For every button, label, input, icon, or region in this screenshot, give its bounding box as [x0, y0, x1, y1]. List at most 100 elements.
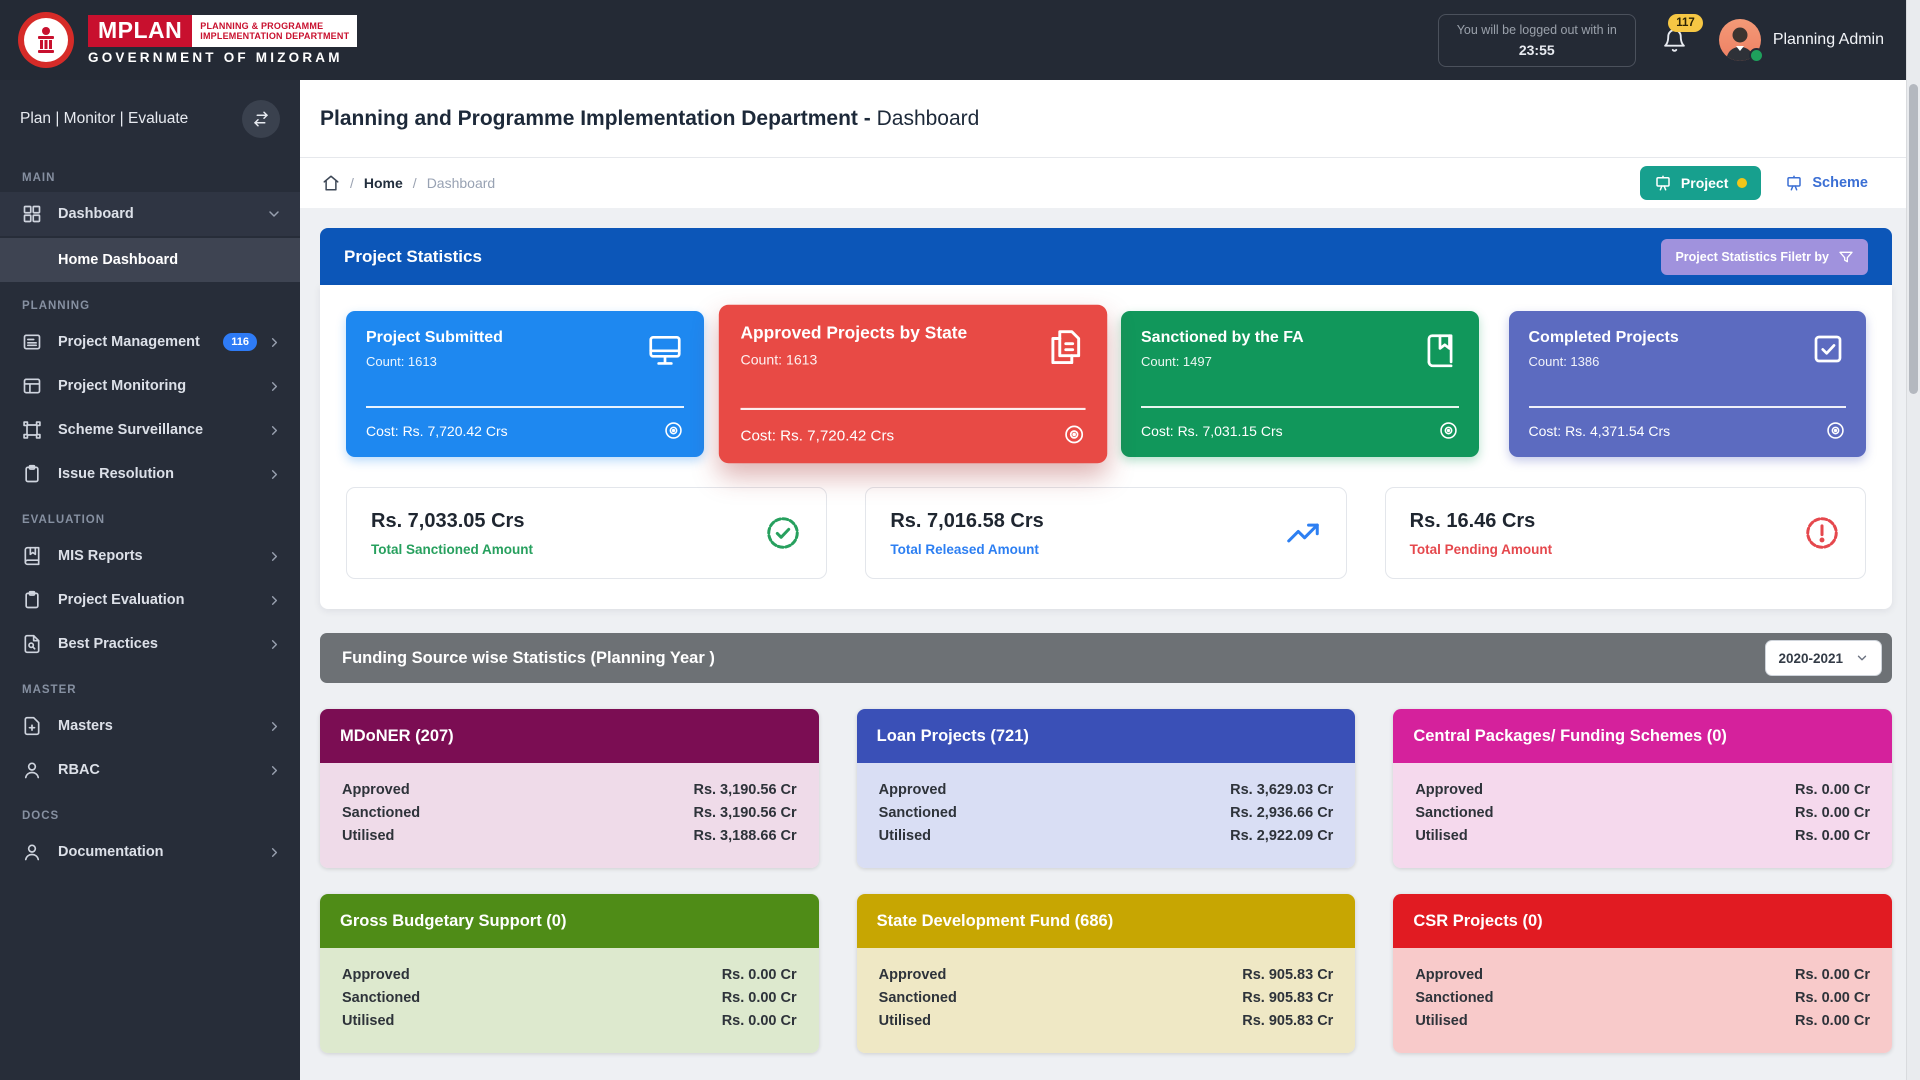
session-timeout-notice: You will be logged out with in 23:55	[1437, 13, 1636, 67]
user-menu[interactable]: Planning Admin	[1718, 19, 1884, 63]
scheme-toggle-button[interactable]: Scheme	[1775, 166, 1878, 200]
sidebar-item-home-dashboard[interactable]: Home Dashboard	[0, 238, 300, 282]
sidebar-item-best-practices[interactable]: Best Practices	[0, 622, 300, 666]
planning-year-select[interactable]: 2020-2021	[1765, 640, 1882, 676]
funding-row-value: Rs. 905.83 Cr	[1242, 1013, 1334, 1029]
funding-row-label: Approved	[878, 782, 947, 798]
sidebar-item-project-evaluation[interactable]: Project Evaluation	[0, 578, 300, 622]
funding-row-value: Rs. 2,922.09 Cr	[1230, 828, 1334, 844]
file-plus-icon	[22, 716, 42, 736]
scheme-toggle-label: Scheme	[1812, 175, 1868, 191]
stat-card-count: Count: 1497	[1141, 354, 1212, 369]
sidebar-item-issue-resolution[interactable]: Issue Resolution	[0, 452, 300, 496]
funding-card-state-development-fund[interactable]: State Development Fund (686) Approved Rs.…	[856, 894, 1356, 1053]
funding-row-label: Approved	[1415, 967, 1483, 983]
funding-row-value: Rs. 0.00 Cr	[721, 967, 797, 983]
sidebar-item-label: Project Monitoring	[58, 378, 187, 394]
sidebar-item-rbac[interactable]: RBAC	[0, 748, 300, 792]
notifications-button[interactable]: 117	[1662, 13, 1703, 53]
sidebar-item-label: Documentation	[58, 844, 164, 860]
funding-card-central-packages[interactable]: Central Packages/ Funding Schemes (0) Ap…	[1393, 709, 1892, 868]
chevron-right-icon	[267, 335, 282, 350]
funding-card-gross-budgetary-support[interactable]: Gross Budgetary Support (0) Approved Rs. …	[320, 894, 819, 1053]
stat-card-completed-projects[interactable]: Completed Projects Count: 1386 Cost: Rs.…	[1508, 311, 1866, 457]
chevron-right-icon	[267, 845, 282, 860]
sidebar-item-dashboard[interactable]: Dashboard	[0, 192, 300, 236]
total-label: Total Sanctioned Amount	[371, 541, 533, 557]
funding-row-label: Utilised	[878, 828, 932, 844]
planning-year-value: 2020-2021	[1778, 650, 1843, 666]
stat-card-title: Approved Projects by State	[740, 324, 967, 343]
view-details-eye-icon[interactable]	[1438, 420, 1459, 441]
object-group-icon	[22, 420, 42, 440]
chevron-right-icon	[267, 637, 282, 652]
sidebar-section-planning: PLANNING	[22, 300, 91, 312]
funding-card-csr-projects[interactable]: CSR Projects (0) Approved Rs. 0.00 Cr San…	[1393, 894, 1892, 1053]
page-title: Planning and Programme Implementation De…	[320, 107, 979, 131]
stat-card-title: Sanctioned by the FA	[1141, 329, 1304, 346]
stat-card-cost: Cost: Rs. 7,720.42 Crs	[366, 422, 508, 439]
funding-row-label: Approved	[1415, 782, 1483, 798]
total-pending-card: Rs. 16.46 Crs Total Pending Amount	[1384, 487, 1866, 579]
funding-card-title: Central Packages/ Funding Schemes (0)	[1393, 709, 1892, 763]
funding-row-value: Rs. 3,190.56 Cr	[693, 782, 797, 798]
total-amount: Rs. 7,033.05 Crs	[371, 509, 525, 532]
sidebar-item-project-monitoring[interactable]: Project Monitoring	[0, 364, 300, 408]
chevron-right-icon	[267, 467, 282, 482]
checkbox-icon	[1810, 331, 1846, 367]
chevron-right-icon	[267, 719, 282, 734]
project-statistics-header: Project Statistics Project Statistics Fi…	[320, 228, 1892, 285]
sidebar-item-mis-reports[interactable]: MIS Reports	[0, 534, 300, 578]
project-toggle-label: Project	[1680, 175, 1729, 191]
stat-card-sanctioned-by-fa[interactable]: Sanctioned by the FA Count: 1497 Cost: R…	[1121, 311, 1479, 457]
project-toggle-button[interactable]: Project	[1639, 166, 1762, 200]
chevron-down-icon	[1855, 651, 1869, 665]
page-scrollbar[interactable]	[1906, 0, 1920, 1080]
funding-card-mdoner[interactable]: MDoNER (207) Approved Rs. 3,190.56 Cr San…	[320, 709, 819, 868]
chevron-down-icon	[266, 206, 282, 222]
dept-line1: PLANNING & PROGRAMME	[200, 20, 324, 31]
breadcrumb-home-link[interactable]: Home	[363, 175, 403, 191]
sidebar-item-scheme-surveillance[interactable]: Scheme Surveillance	[0, 408, 300, 452]
documents-icon	[1043, 326, 1084, 367]
funding-card-title: MDoNER (207)	[320, 709, 819, 763]
stat-card-project-submitted[interactable]: Project Submitted Count: 1613 Cost: Rs. …	[346, 311, 704, 457]
sidebar-item-documentation[interactable]: Documentation	[0, 830, 300, 874]
home-icon[interactable]	[322, 174, 340, 192]
funding-row-value: Rs. 0.00 Cr	[1795, 990, 1870, 1006]
page-title-regular: Dashboard	[876, 106, 980, 130]
sidebar-item-project-management[interactable]: Project Management 116	[0, 320, 300, 364]
badge-check-icon	[764, 514, 802, 552]
view-details-eye-icon[interactable]	[663, 420, 684, 441]
department-logo-text: PLANNING & PROGRAMME IMPLEMENTATION DEPA…	[192, 15, 358, 47]
project-scheme-toggle: Project Scheme	[1639, 166, 1878, 200]
funding-row-value: Rs. 0.00 Cr	[1795, 1013, 1870, 1029]
project-statistics-filter-button[interactable]: Project Statistics Filetr by	[1661, 238, 1868, 275]
national-emblem-logo	[18, 12, 74, 68]
scrollbar-thumb[interactable]	[1909, 84, 1918, 394]
sidebar-collapse-button[interactable]	[242, 100, 280, 138]
online-status-dot	[1748, 48, 1764, 63]
funding-row-label: Sanctioned	[342, 805, 421, 821]
clipboard-icon	[22, 590, 42, 610]
funding-card-loan-projects[interactable]: Loan Projects (721) Approved Rs. 3,629.03…	[856, 709, 1356, 868]
active-indicator-dot	[1737, 178, 1748, 188]
book-bookmark-icon	[1421, 331, 1459, 369]
funding-cards-grid: MDoNER (207) Approved Rs. 3,190.56 Cr San…	[320, 709, 1892, 1053]
stat-card-approved-projects[interactable]: Approved Projects by State Count: 1613 C…	[718, 304, 1107, 464]
funding-row-value: Rs. 905.83 Cr	[1242, 990, 1334, 1006]
stat-card-cost: Cost: Rs. 7,720.42 Crs	[740, 425, 894, 444]
sidebar-item-label: Best Practices	[58, 636, 158, 652]
sidebar-tagline: Plan | Monitor | Evaluate	[20, 110, 189, 127]
sidebar-section-main: MAIN	[22, 172, 56, 184]
chevron-right-icon	[267, 423, 282, 438]
funding-section-header: Funding Source wise Statistics (Planning…	[320, 633, 1892, 683]
view-details-eye-icon[interactable]	[1062, 423, 1085, 446]
view-details-eye-icon[interactable]	[1825, 420, 1846, 441]
trending-up-icon	[1284, 514, 1322, 552]
chevron-right-icon	[267, 379, 282, 394]
funding-row-label: Sanctioned	[878, 990, 957, 1006]
sidebar-item-masters[interactable]: Masters	[0, 704, 300, 748]
total-amount: Rs. 16.46 Crs	[1409, 509, 1536, 532]
presentation-board-icon	[1787, 175, 1802, 191]
